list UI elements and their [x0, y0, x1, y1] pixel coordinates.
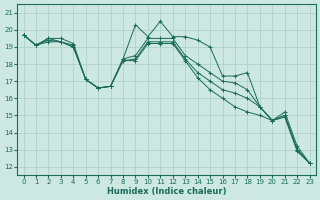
X-axis label: Humidex (Indice chaleur): Humidex (Indice chaleur) [107, 187, 226, 196]
